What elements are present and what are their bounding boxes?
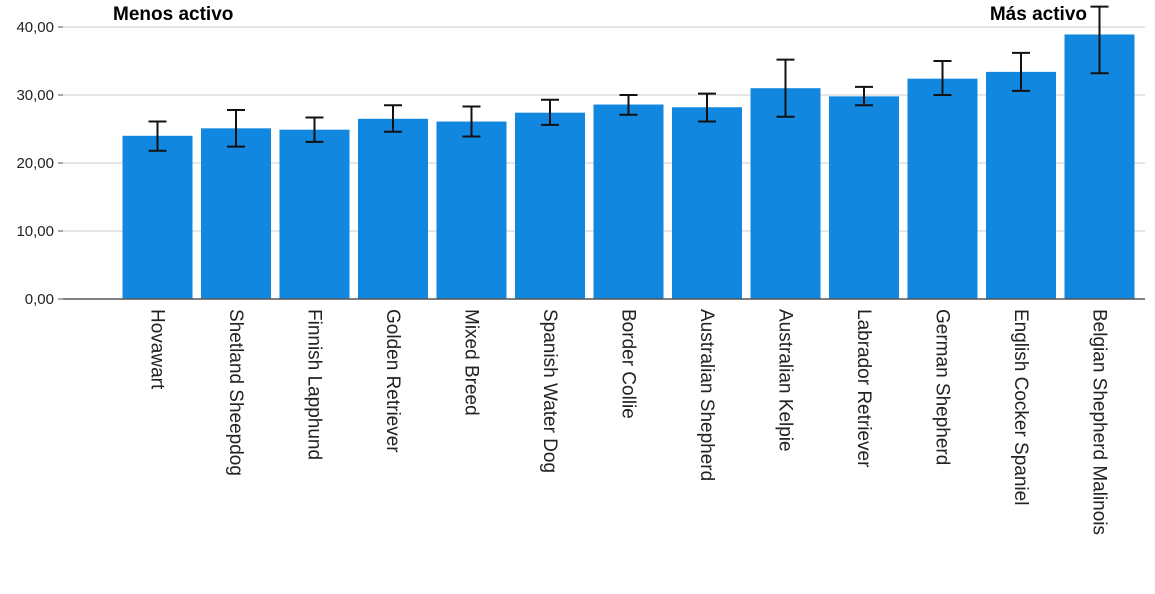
bar — [436, 121, 507, 300]
bar — [986, 71, 1056, 299]
bar — [750, 88, 821, 299]
error-bar — [462, 105, 481, 138]
bar — [829, 96, 899, 299]
error-bar — [855, 85, 873, 107]
x-tick-label: Australian Shepherd — [696, 309, 717, 481]
x-tick-label: Golden Retriever — [382, 309, 403, 453]
bar — [515, 112, 585, 300]
x-tick-label: Spanish Water Dog — [539, 309, 560, 473]
y-tick-label: 0,00 — [25, 291, 54, 308]
x-tick-label: Hovawart — [147, 309, 168, 390]
bar — [907, 78, 978, 300]
annotation-most-active: Más activo — [990, 4, 1087, 25]
bar — [122, 135, 193, 299]
error-bar — [541, 98, 559, 126]
annotation-least-active: Menos activo — [113, 4, 233, 25]
y-tick-label: 40,00 — [16, 19, 54, 36]
bar — [201, 128, 271, 299]
error-bar — [227, 108, 245, 148]
y-axis-ticks: 0,00 10,00 20,00 30,00 40,00 — [16, 19, 63, 308]
x-tick-label: English Cocker Spaniel — [1010, 309, 1031, 505]
bars — [122, 34, 1135, 300]
error-bars — [148, 5, 1109, 152]
y-tick-label: 10,00 — [16, 223, 54, 240]
error-bar — [305, 116, 324, 143]
x-tick-label: Border Collie — [618, 309, 639, 419]
x-tick-label: Mixed Breed — [461, 309, 482, 416]
y-tick-label: 20,00 — [16, 155, 54, 172]
x-tick-label: Finnish Lapphund — [304, 309, 325, 460]
error-bar — [1012, 51, 1030, 92]
error-bar — [619, 94, 638, 116]
bar — [593, 104, 664, 300]
error-bar — [698, 92, 716, 123]
x-tick-label: Australian Kelpie — [775, 309, 796, 452]
bar — [672, 107, 742, 300]
bar — [1064, 34, 1135, 299]
x-tick-label: German Shepherd — [932, 309, 953, 465]
error-bar — [148, 120, 167, 152]
y-tick-label: 30,00 — [16, 87, 54, 104]
x-tick-label: Shetland Sheepdog — [225, 309, 246, 476]
bar — [279, 129, 350, 299]
error-bar — [776, 58, 795, 118]
error-bar — [933, 60, 952, 96]
x-tick-label: Belgian Shepherd Malinois — [1089, 309, 1110, 535]
x-axis-tick-labels: Hovawart Shetland Sheepdog Finnish Lapphun… — [147, 309, 1110, 535]
error-bar — [384, 104, 402, 133]
error-bar — [1090, 5, 1109, 75]
bar — [358, 118, 428, 299]
x-tick-label: Labrador Retriever — [853, 309, 874, 468]
